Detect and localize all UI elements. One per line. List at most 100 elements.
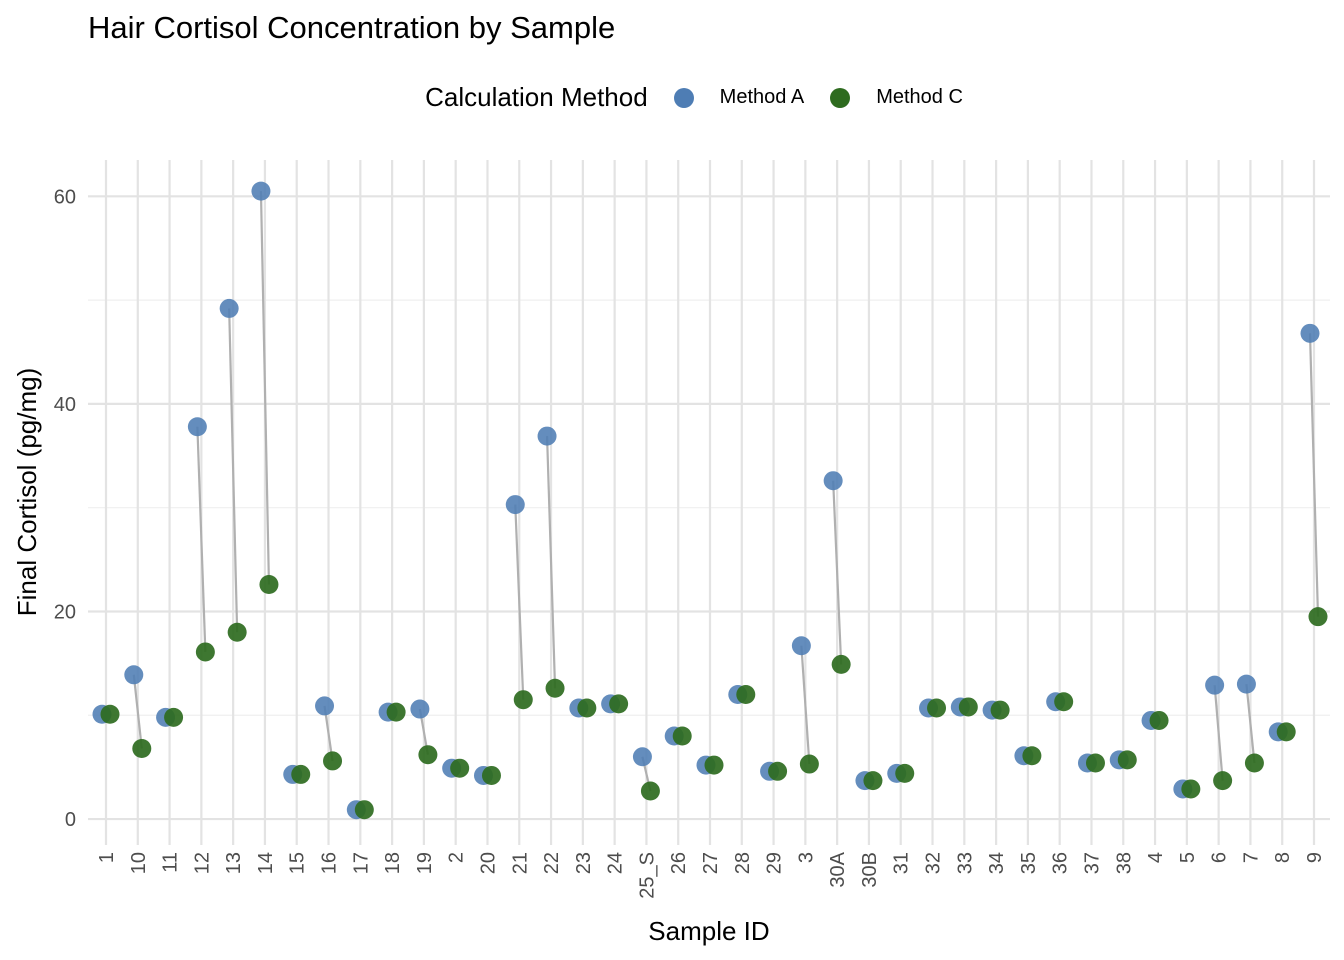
point-method-c: [291, 764, 311, 784]
point-method-c: [386, 702, 406, 722]
connector-line: [196, 426, 207, 652]
point-method-c: [736, 685, 756, 705]
point-method-a: [251, 181, 271, 201]
x-tick-label: 16: [319, 852, 341, 874]
point-method-c: [704, 755, 724, 775]
x-tick-label: 27: [700, 852, 722, 874]
x-tick-label: 8: [1272, 852, 1294, 863]
point-method-c: [609, 694, 629, 714]
point-method-a: [1236, 674, 1256, 694]
x-tick-label: 6: [1209, 852, 1231, 863]
legend-label-method-c: Method C: [876, 86, 963, 108]
x-tick-label: 36: [1050, 852, 1072, 874]
point-method-a: [219, 298, 239, 318]
point-method-c: [513, 690, 533, 710]
x-axis-label: Sample ID: [648, 916, 769, 946]
point-method-c: [990, 700, 1010, 720]
x-tick-label: 1: [96, 852, 118, 863]
x-tick-label: 31: [891, 852, 913, 874]
connector-line: [228, 308, 239, 633]
x-tick-label: 15: [287, 852, 309, 874]
connector-line: [259, 191, 271, 585]
point-method-c: [100, 704, 120, 724]
axes: 0 20 40 60 1 10 11 12 13 14 15 16 17 18 19 2 20 21 22 23 24 2…: [54, 186, 1326, 898]
x-tick-label: 19: [414, 852, 436, 874]
point-method-c: [1117, 750, 1137, 770]
y-axis-label: Final Cortisol (pg/mg): [12, 368, 42, 617]
point-method-c: [132, 738, 152, 758]
legend-label-method-a: Method A: [719, 86, 805, 108]
point-method-a: [1205, 675, 1225, 695]
point-method-c: [895, 763, 915, 783]
x-tick-label: 10: [128, 852, 150, 874]
point-method-c: [354, 800, 374, 820]
point-method-a: [124, 665, 144, 685]
legend-item-method-c: Method C: [830, 86, 963, 109]
x-tick-label: 2: [446, 852, 468, 863]
y-tick-label: 60: [54, 186, 76, 208]
x-tick-label: 17: [350, 852, 372, 874]
point-method-c: [1308, 607, 1328, 627]
x-tick-label: 33: [954, 852, 976, 874]
point-method-c: [577, 698, 597, 718]
x-tick-label: 3: [795, 852, 817, 863]
y-tick-label: 20: [54, 601, 76, 623]
connector-line: [514, 504, 525, 700]
x-tick-label: 18: [382, 852, 404, 874]
point-method-c: [672, 726, 692, 746]
x-tick-label: 23: [573, 852, 595, 874]
x-tick-label: 26: [668, 852, 690, 874]
point-method-c: [450, 758, 470, 778]
point-method-c: [1276, 722, 1296, 742]
x-tick-label: 29: [764, 852, 786, 874]
point-method-c: [958, 697, 978, 717]
point-method-a: [823, 471, 843, 491]
legend-swatch-method-a: [673, 87, 694, 108]
data-points: [92, 181, 1328, 820]
point-method-c: [799, 754, 819, 774]
x-tick-label: 14: [255, 852, 277, 874]
x-tick-label: 4: [1145, 852, 1167, 863]
point-method-c: [863, 771, 883, 791]
x-tick-label: 34: [986, 852, 1008, 874]
x-tick-label: 30B: [859, 852, 881, 888]
point-method-c: [1213, 771, 1233, 791]
connector-lines: [132, 191, 1320, 792]
legend-title: Calculation Method: [425, 82, 648, 112]
connector-line: [545, 436, 557, 689]
point-method-c: [227, 622, 247, 642]
point-method-c: [1022, 746, 1042, 766]
point-method-c: [323, 751, 343, 771]
point-method-a: [632, 747, 652, 767]
legend: Calculation Method Method A Method C: [0, 82, 1344, 113]
point-method-c: [1085, 753, 1105, 773]
x-tick-label: 20: [477, 852, 499, 874]
connector-line: [1213, 685, 1224, 781]
x-tick-label: 7: [1240, 852, 1262, 863]
x-tick-label: 25_S: [636, 852, 658, 899]
point-method-c: [1181, 779, 1201, 799]
point-method-a: [187, 417, 207, 437]
point-method-c: [1054, 692, 1074, 712]
connector-line: [800, 645, 811, 765]
connector-line: [832, 480, 843, 665]
point-method-c: [259, 574, 279, 594]
x-tick-label: 37: [1081, 852, 1103, 874]
point-method-c: [831, 654, 851, 674]
legend-swatch-method-c: [830, 87, 851, 108]
x-tick-label: 28: [732, 852, 754, 874]
x-tick-label: 5: [1177, 852, 1199, 863]
x-tick-label: 21: [509, 852, 531, 874]
connector-line: [1308, 333, 1320, 617]
point-method-a: [1300, 323, 1320, 343]
point-method-a: [315, 696, 335, 716]
x-tick-label: 22: [541, 852, 563, 874]
point-method-c: [164, 707, 184, 727]
connector-line: [132, 674, 143, 749]
legend-item-method-a: Method A: [673, 86, 805, 109]
y-tick-label: 0: [65, 809, 76, 831]
point-method-c: [768, 761, 788, 781]
point-method-c: [1149, 710, 1169, 730]
point-method-a: [791, 636, 811, 656]
